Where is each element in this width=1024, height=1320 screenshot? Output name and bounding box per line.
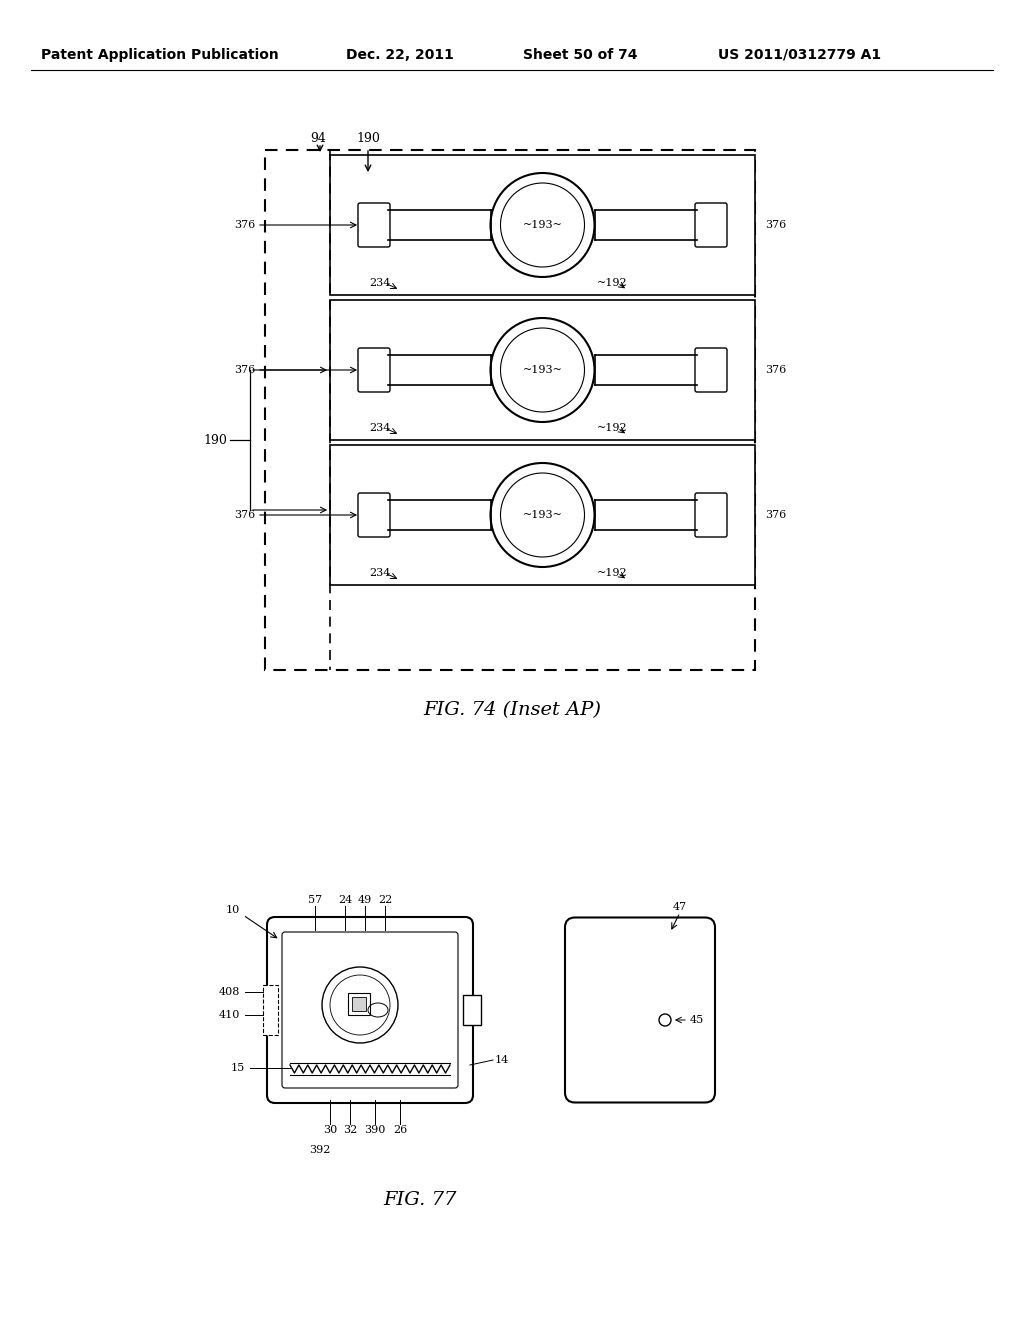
FancyBboxPatch shape [565,917,715,1102]
FancyBboxPatch shape [695,203,727,247]
Text: 24: 24 [338,895,352,906]
Text: ~193~: ~193~ [522,220,562,230]
Text: Patent Application Publication: Patent Application Publication [41,48,279,62]
Text: ~192: ~192 [597,568,628,578]
Text: 32: 32 [343,1125,357,1135]
Text: 234: 234 [370,279,391,288]
Text: 376: 376 [233,510,255,520]
Text: 376: 376 [233,366,255,375]
Text: 410: 410 [219,1010,240,1020]
FancyBboxPatch shape [358,348,390,392]
Bar [330,300,755,440]
Bar [463,995,481,1026]
Text: 376: 376 [765,510,786,520]
Bar [263,985,278,1035]
Text: 45: 45 [690,1015,705,1026]
Text: 376: 376 [765,220,786,230]
Bar [330,154,755,294]
Text: 47: 47 [673,903,687,912]
Text: 390: 390 [365,1125,386,1135]
Text: Dec. 22, 2011: Dec. 22, 2011 [346,48,454,62]
Bar [352,997,366,1011]
FancyBboxPatch shape [265,150,755,671]
Text: 190: 190 [203,433,227,446]
Text: 190: 190 [356,132,380,144]
Bar [348,993,370,1015]
Text: FIG. 77: FIG. 77 [383,1191,457,1209]
FancyBboxPatch shape [695,492,727,537]
Text: 14: 14 [495,1055,509,1065]
Text: Sheet 50 of 74: Sheet 50 of 74 [522,48,637,62]
FancyBboxPatch shape [695,348,727,392]
Text: 49: 49 [357,895,372,906]
Text: 234: 234 [370,422,391,433]
Bar [330,445,755,585]
Text: 30: 30 [323,1125,337,1135]
Text: 57: 57 [308,895,323,906]
Text: 10: 10 [225,906,240,915]
Text: 408: 408 [219,987,240,997]
Text: FIG. 74 (Inset AP): FIG. 74 (Inset AP) [423,701,601,719]
Text: 234: 234 [370,568,391,578]
Text: 376: 376 [233,220,255,230]
Text: 26: 26 [393,1125,408,1135]
FancyBboxPatch shape [358,492,390,537]
Text: ~192: ~192 [597,422,628,433]
Text: 94: 94 [310,132,326,144]
Text: 22: 22 [378,895,392,906]
FancyBboxPatch shape [267,917,473,1104]
FancyBboxPatch shape [282,932,458,1088]
Text: ~192: ~192 [597,279,628,288]
Text: 392: 392 [309,1144,331,1155]
Text: 15: 15 [230,1063,245,1073]
Text: ~193~: ~193~ [522,510,562,520]
Text: ~193~: ~193~ [522,366,562,375]
Text: US 2011/0312779 A1: US 2011/0312779 A1 [719,48,882,62]
FancyBboxPatch shape [358,203,390,247]
Text: 376: 376 [765,366,786,375]
